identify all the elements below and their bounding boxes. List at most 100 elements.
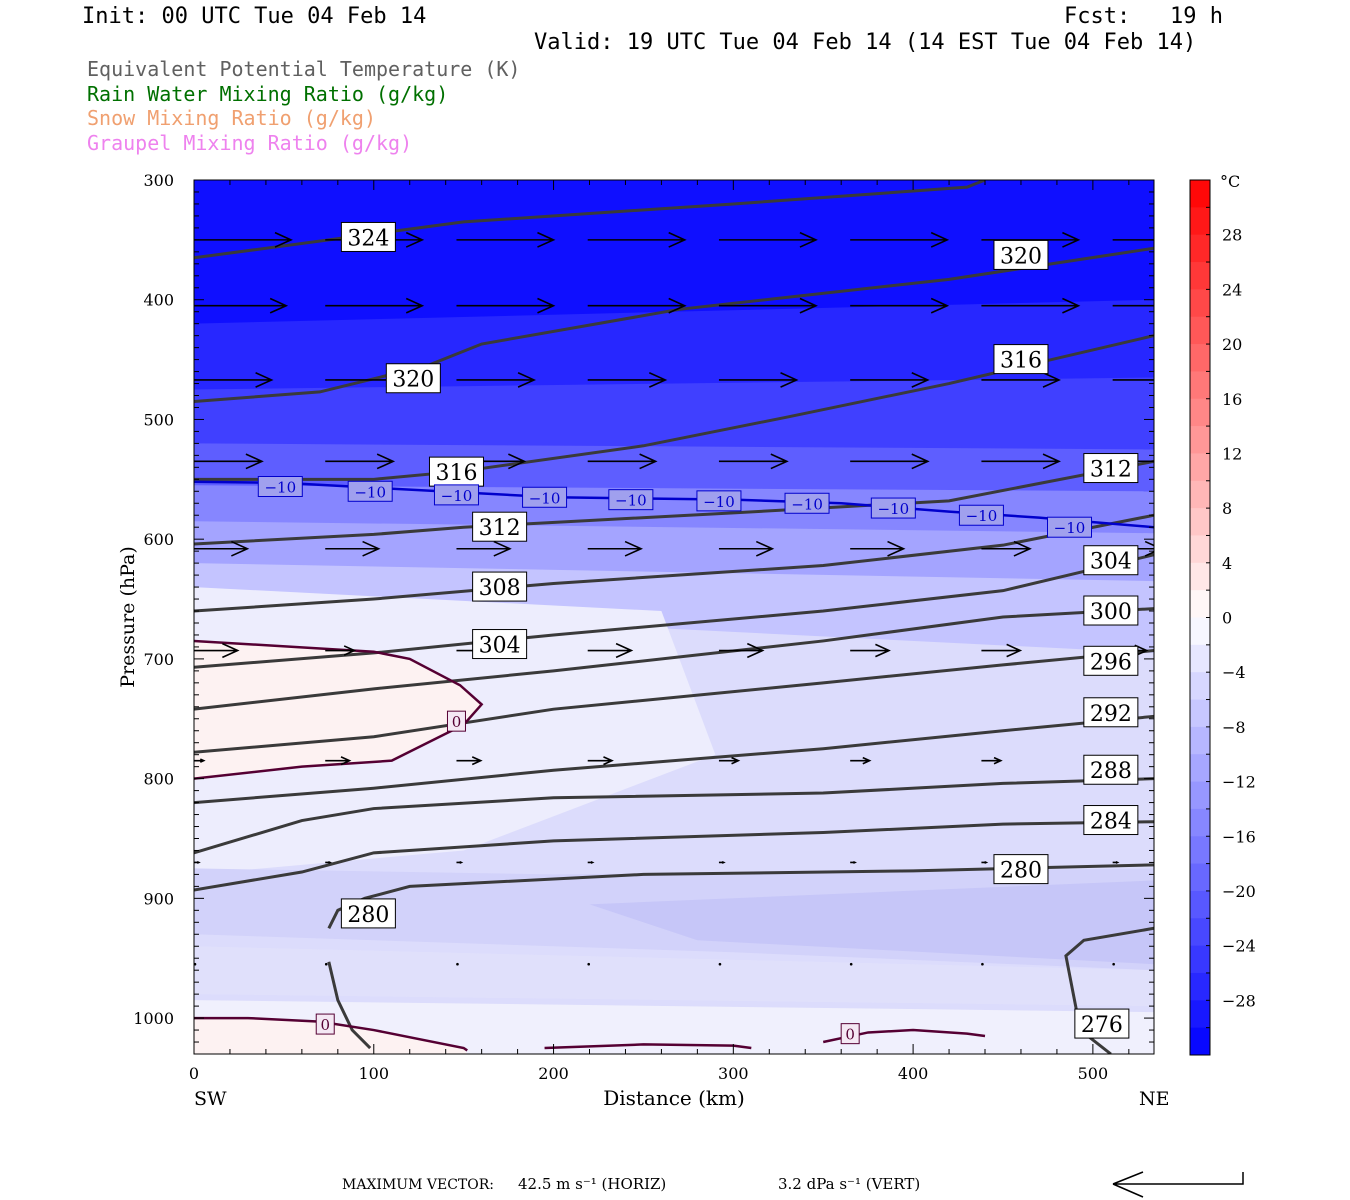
colorbar-label: 4 <box>1222 554 1232 573</box>
wind-vector <box>850 643 891 658</box>
y-tick-label: 700 <box>143 650 174 669</box>
temperature-label--10: −10 <box>608 489 654 511</box>
colorbar-swatch <box>1190 726 1210 755</box>
theta-e-contour-316 <box>194 334 1154 481</box>
wind-vector <box>324 962 328 966</box>
theta-e-contour-288 <box>194 777 1154 855</box>
theta-e-label-280: 280 <box>993 854 1049 885</box>
wind-vector <box>194 540 250 557</box>
temperature-shade-band <box>194 180 1154 336</box>
temperature-label--10: −10 <box>870 497 916 519</box>
colorbar-swatch <box>1190 562 1210 591</box>
svg-text:292: 292 <box>1090 702 1132 727</box>
wind-vector <box>981 372 1061 388</box>
y-tick-label: 900 <box>143 889 174 908</box>
wind-vector <box>981 453 1061 470</box>
wind-vector <box>194 642 240 659</box>
colorbar-swatch <box>1190 672 1210 701</box>
colorbar-swatch <box>1190 836 1210 865</box>
temperature-label--10: −10 <box>433 484 479 506</box>
theta-e-contour-276 <box>327 961 372 1050</box>
colorbar-swatch <box>1190 644 1210 673</box>
colorbar-label: 0 <box>1222 609 1232 628</box>
wind-vector <box>718 540 775 557</box>
legend-rain-water: Rain Water Mixing Ratio (g/kg) <box>87 82 449 106</box>
temperature-shade-band <box>194 946 1154 1007</box>
wind-vector <box>850 372 930 388</box>
wind-vector <box>850 453 930 470</box>
wind-vector <box>981 962 984 966</box>
theta-e-label-280: 280 <box>340 898 396 929</box>
theta-e-label-320: 320 <box>993 239 1049 270</box>
temperature-shade-band <box>194 377 1154 456</box>
theta-e-label-308: 308 <box>472 571 528 602</box>
theta-e-label-316: 316 <box>993 344 1049 375</box>
colorbar-label: −4 <box>1222 663 1246 682</box>
colorbar-swatch <box>1190 398 1210 427</box>
wind-vector <box>718 756 741 765</box>
y-tick-label: 600 <box>143 530 174 549</box>
svg-text:324: 324 <box>347 226 389 251</box>
wind-vector <box>456 372 537 388</box>
svg-text:−10: −10 <box>966 507 998 525</box>
colorbar-swatch <box>1190 508 1210 536</box>
svg-text:320: 320 <box>1000 244 1042 269</box>
wind-vector <box>718 297 818 314</box>
theta-e-label-296: 296 <box>1083 645 1139 676</box>
colorbar-label: 12 <box>1222 444 1242 463</box>
theta-e-contour-304 <box>194 553 1154 669</box>
max-vector-vert: 3.2 dPa s⁻¹ (VERT) <box>778 1175 921 1193</box>
wind-vector <box>1112 239 1154 241</box>
legend-snow: Snow Mixing Ratio (g/kg) <box>87 106 376 130</box>
wind-vector <box>456 860 464 864</box>
wind-vector <box>981 756 1003 765</box>
svg-text:−10: −10 <box>1054 519 1086 537</box>
temperature-shade-band <box>589 880 1154 965</box>
x-tick-label: 300 <box>718 1064 749 1083</box>
wind-vector <box>325 297 425 314</box>
colorbar-label: −8 <box>1222 718 1246 737</box>
wind-vector <box>718 453 789 470</box>
y-tick-label: 400 <box>143 291 174 310</box>
wind-vector <box>981 860 989 864</box>
valid-time: Valid: 19 UTC Tue 04 Feb 14 (14 EST Tue … <box>534 30 1197 55</box>
temperature-label--10: −10 <box>958 504 1004 526</box>
wind-vector <box>850 231 950 248</box>
svg-text:−10: −10 <box>877 500 909 518</box>
colorbar-label: 8 <box>1222 499 1232 518</box>
svg-text:312: 312 <box>479 516 521 541</box>
max-vector-horiz: 42.5 m s⁻¹ (HORIZ) <box>518 1175 667 1193</box>
colorbar-swatch <box>1190 371 1210 400</box>
svg-text:304: 304 <box>1090 550 1132 575</box>
wind-vector <box>1112 860 1120 864</box>
colorbar-swatch <box>1190 808 1210 837</box>
temperature-contour-0 <box>194 1016 468 1052</box>
x-tick-label: 0 <box>189 1064 199 1083</box>
colorbar-swatch <box>1190 262 1210 290</box>
colorbar-swatch <box>1190 617 1210 646</box>
wind-vector <box>981 540 1032 557</box>
x-tick-label: 200 <box>538 1064 569 1083</box>
wind-vector <box>1112 379 1154 381</box>
wind-vector <box>718 231 818 248</box>
wind-vector <box>194 297 289 314</box>
colorbar-label: 24 <box>1222 280 1242 299</box>
temperature-shade-band <box>194 1000 1154 1054</box>
colorbar-swatch <box>1190 316 1210 345</box>
temperature-label-0: 0 <box>840 1023 860 1045</box>
wind-vector <box>325 756 352 766</box>
theta-e-label-276: 276 <box>1074 1008 1130 1039</box>
colorbar-swatch <box>1190 890 1210 919</box>
legend-theta-e: Equivalent Potential Temperature (K) <box>87 57 521 81</box>
theta-e-contour-292 <box>194 714 1154 805</box>
temperature-label--10: −10 <box>347 480 393 502</box>
svg-text:304: 304 <box>479 634 521 659</box>
theta-e-contour-312 <box>194 459 1154 546</box>
init-time: Init: 00 UTC Tue 04 Feb 14 <box>82 4 427 29</box>
theta-e-label-304: 304 <box>1083 545 1139 576</box>
temperature-label-0: 0 <box>315 1013 335 1035</box>
svg-text:316: 316 <box>1000 349 1042 374</box>
theta-e-label-312: 312 <box>472 511 528 542</box>
wind-vector <box>587 453 658 470</box>
svg-text:284: 284 <box>1090 810 1132 835</box>
